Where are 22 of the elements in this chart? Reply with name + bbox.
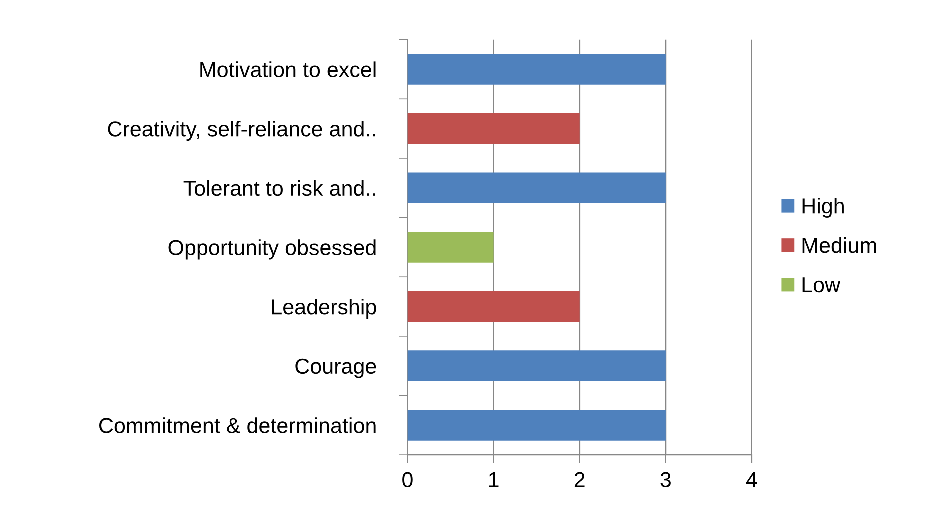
bar [408, 54, 666, 85]
y-tick-label: Creativity, self-reliance and.. [108, 121, 376, 142]
y-tick-label: Courage [296, 358, 376, 378]
bar [408, 291, 580, 322]
x-tick-label: 4 [746, 472, 758, 488]
y-tick-label: Motivation to excel [200, 62, 376, 78]
bar [408, 410, 666, 441]
bar [408, 232, 494, 263]
x-tick-label: 0 [402, 472, 413, 488]
x-tick-label: 3 [660, 472, 671, 488]
y-tick-label: Leadership [272, 298, 376, 320]
y-tick-label: Opportunity obsessed [168, 240, 376, 260]
bar [408, 113, 580, 144]
bar [408, 350, 666, 382]
y-tick-label: Tolerant to risk and.. [184, 180, 376, 196]
y-tick-label: Commitment & determination [100, 418, 376, 434]
x-tick-label: 2 [574, 472, 585, 488]
bar [408, 172, 666, 204]
legend-label: High [802, 198, 844, 218]
legend-label: Low [802, 278, 841, 293]
x-tick-label: 1 [489, 472, 499, 488]
legend-label: Medium [802, 237, 876, 254]
